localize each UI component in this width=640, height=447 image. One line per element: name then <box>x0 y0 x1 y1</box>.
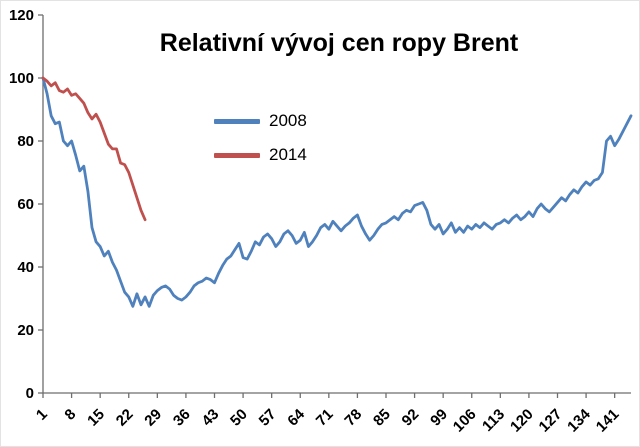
legend-item-2014: 2014 <box>214 145 307 165</box>
svg-text:36: 36 <box>170 406 194 430</box>
svg-text:100: 100 <box>9 70 34 87</box>
svg-text:134: 134 <box>564 405 594 435</box>
svg-text:43: 43 <box>199 406 223 430</box>
svg-text:113: 113 <box>479 406 508 435</box>
legend-swatch-2008 <box>214 118 260 124</box>
legend-label-2014: 2014 <box>269 145 307 164</box>
svg-text:64: 64 <box>284 405 308 429</box>
svg-text:92: 92 <box>399 406 423 430</box>
svg-text:141: 141 <box>593 406 623 436</box>
chart-title: Relativní vývoj cen ropy Brent <box>159 29 519 57</box>
legend-label-2008: 2008 <box>269 111 307 130</box>
svg-text:22: 22 <box>113 406 137 430</box>
legend-item-2008: 2008 <box>214 111 307 131</box>
svg-text:85: 85 <box>370 406 394 430</box>
svg-text:127: 127 <box>536 406 566 436</box>
svg-text:29: 29 <box>141 406 165 430</box>
svg-text:40: 40 <box>17 259 34 276</box>
svg-text:106: 106 <box>450 406 480 436</box>
svg-text:1: 1 <box>33 406 51 424</box>
chart-legend: 2008 2014 <box>214 111 307 165</box>
svg-text:20: 20 <box>17 322 34 339</box>
svg-text:71: 71 <box>313 406 337 430</box>
svg-text:50: 50 <box>227 406 251 430</box>
svg-text:8: 8 <box>61 406 79 424</box>
svg-text:57: 57 <box>256 406 280 430</box>
svg-text:0: 0 <box>26 385 34 402</box>
legend-swatch-2014 <box>214 152 260 158</box>
svg-text:15: 15 <box>84 406 108 430</box>
svg-text:78: 78 <box>341 406 365 430</box>
svg-text:80: 80 <box>17 133 34 150</box>
svg-text:60: 60 <box>17 196 34 213</box>
svg-text:120: 120 <box>507 406 537 436</box>
svg-text:120: 120 <box>9 7 34 24</box>
svg-text:99: 99 <box>427 406 451 430</box>
